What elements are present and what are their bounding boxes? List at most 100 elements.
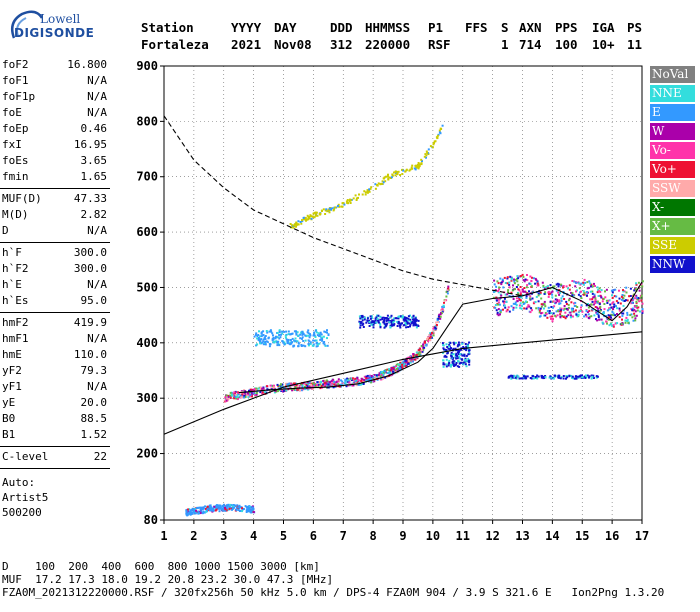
- echo-point: [594, 309, 597, 312]
- echo-point: [592, 303, 595, 306]
- echo-point: [462, 361, 465, 364]
- echo-point: [496, 311, 499, 314]
- echo-point: [424, 341, 426, 344]
- echo-point: [236, 504, 239, 507]
- echo-point: [313, 333, 316, 336]
- param-row-fmin: fmin 1.65: [2, 170, 107, 186]
- echo-point: [399, 174, 402, 176]
- echo-point: [412, 353, 415, 356]
- echo-point: [379, 324, 382, 327]
- echo-point: [576, 306, 579, 308]
- echo-point: [499, 277, 502, 280]
- param-label: foF2: [2, 58, 29, 71]
- echo-point: [361, 316, 364, 319]
- echo-point: [374, 183, 377, 186]
- echo-point: [503, 297, 506, 300]
- echo-point: [404, 365, 407, 368]
- echo-point: [590, 374, 593, 377]
- echo-point: [382, 373, 385, 376]
- echo-point: [500, 281, 503, 284]
- echo-point: [604, 290, 606, 293]
- echo-point: [245, 506, 248, 509]
- echo-point: [437, 321, 439, 324]
- echo-point: [325, 380, 328, 383]
- echo-point: [516, 280, 519, 283]
- echo-point: [264, 391, 267, 393]
- echo-point: [607, 314, 610, 317]
- echo-point: [565, 300, 568, 303]
- echo-point: [320, 380, 322, 383]
- echo-point: [499, 311, 502, 314]
- echo-point: [588, 304, 591, 306]
- echo-point: [543, 300, 546, 303]
- echo-point: [521, 273, 524, 276]
- echo-point: [442, 359, 445, 362]
- echo-point: [525, 286, 528, 289]
- echo-point: [231, 505, 234, 508]
- echo-point: [442, 362, 445, 365]
- param-value: N/A: [87, 74, 107, 87]
- echo-point: [530, 292, 533, 295]
- echo-point: [512, 306, 515, 309]
- echo-point: [586, 374, 589, 377]
- echo-point: [399, 315, 402, 318]
- echo-point: [248, 389, 250, 392]
- echo-point: [619, 302, 622, 305]
- echo-point: [314, 383, 317, 386]
- echo-point: [377, 375, 380, 378]
- echo-point: [571, 308, 574, 311]
- echo-point: [636, 309, 639, 312]
- echo-point: [374, 187, 377, 190]
- echo-point: [637, 306, 640, 309]
- echo-point: [596, 291, 599, 294]
- echo-point: [586, 311, 589, 313]
- echo-point: [303, 382, 306, 385]
- echo-point: [597, 316, 600, 319]
- header-label: Station: [141, 20, 194, 35]
- echo-point: [321, 338, 324, 341]
- echo-point: [582, 293, 585, 296]
- echo-point: [225, 399, 228, 402]
- echo-point: [185, 510, 188, 513]
- echo-point: [586, 281, 589, 284]
- echo-point: [514, 288, 516, 291]
- echo-point: [395, 173, 398, 176]
- echo-point: [306, 385, 309, 388]
- echo-point: [405, 360, 408, 363]
- echo-point: [351, 384, 354, 387]
- echo-point: [324, 379, 327, 382]
- echo-point: [497, 303, 499, 306]
- echo-point: [255, 332, 258, 335]
- echo-point: [592, 285, 595, 288]
- param-row-b0: B0 88.5: [2, 412, 107, 428]
- echo-point: [435, 324, 438, 326]
- echo-point: [633, 308, 636, 311]
- echo-point: [499, 313, 501, 316]
- param-label: foEp: [2, 122, 29, 135]
- echo-point: [407, 319, 410, 322]
- echo-point: [415, 353, 418, 356]
- echo-point: [247, 508, 250, 511]
- echo-point: [259, 341, 262, 343]
- echo-point: [507, 291, 509, 294]
- echo-point: [301, 219, 303, 222]
- echo-point: [293, 382, 296, 385]
- echo-point: [309, 341, 312, 344]
- p1-value: RSF: [428, 37, 451, 52]
- echo-point: [542, 284, 545, 287]
- echo-point: [468, 341, 471, 344]
- param-value: N/A: [87, 380, 107, 393]
- echo-point: [352, 384, 355, 387]
- echo-point: [262, 387, 265, 390]
- echo-point: [330, 208, 332, 210]
- echo-point: [591, 375, 594, 378]
- echo-point: [284, 334, 287, 337]
- echo-point: [384, 317, 386, 319]
- echo-point: [302, 332, 305, 335]
- echo-point: [314, 336, 317, 338]
- echo-point: [376, 318, 379, 320]
- echo-point: [202, 510, 205, 513]
- echo-point: [212, 507, 215, 510]
- echo-point: [404, 322, 407, 324]
- echo-point: [379, 183, 382, 186]
